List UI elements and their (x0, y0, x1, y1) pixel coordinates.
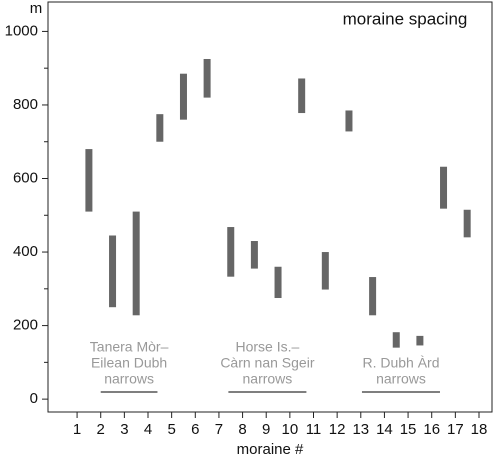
x-tick-label: 11 (306, 421, 322, 438)
plot-frame (47, 1, 493, 413)
range-bar (345, 110, 353, 132)
range-bar (179, 73, 187, 120)
x-tick-label: 16 (423, 421, 440, 438)
annotation-text: Eilean Dubh (91, 355, 167, 371)
annotation-text: Horse Is.– (235, 339, 299, 355)
y-tick-label: 600 (13, 169, 38, 186)
y-axis-label: m (30, 0, 43, 17)
y-tick-label: 200 (13, 317, 38, 334)
x-tick-label: 18 (471, 421, 488, 438)
x-tick-label: 14 (376, 421, 393, 438)
range-bar (85, 149, 93, 212)
x-tick-label: 12 (329, 421, 346, 438)
range-bar (369, 277, 377, 316)
y-tick-label: 0 (30, 390, 38, 407)
annotation-text: narrows (104, 371, 154, 387)
x-tick-label: 1 (73, 421, 81, 438)
x-tick-label: 3 (120, 421, 128, 438)
x-tick-label: 13 (352, 421, 369, 438)
x-tick-label: 8 (238, 421, 246, 438)
annotation-text: R. Dubh Àrd (362, 355, 439, 371)
x-tick-label: 9 (262, 421, 270, 438)
annotation-text: narrows (376, 371, 426, 387)
y-tick-label: 1000 (5, 22, 38, 39)
range-bar (416, 335, 424, 346)
range-bar (274, 266, 282, 299)
x-tick-label: 15 (400, 421, 417, 438)
y-tick-label: 400 (13, 243, 38, 260)
range-bar (250, 241, 258, 269)
range-bar (132, 211, 140, 316)
y-tick-label: 800 (13, 96, 38, 113)
x-tick-label: 6 (191, 421, 199, 438)
chart-title: moraine spacing (343, 9, 468, 28)
range-bar (227, 227, 235, 277)
x-tick-label: 5 (167, 421, 175, 438)
x-tick-label: 2 (97, 421, 105, 438)
x-tick-label: 17 (447, 421, 464, 438)
x-axis-label: moraine # (237, 441, 304, 458)
x-tick-label: 4 (144, 421, 152, 438)
range-bar (109, 235, 117, 308)
range-bar (203, 58, 211, 98)
annotation-text: Càrn nan Sgeir (220, 355, 315, 371)
range-bar (321, 252, 329, 290)
range-bar (463, 209, 471, 238)
x-tick-label: 7 (215, 421, 223, 438)
range-bar (392, 332, 400, 348)
range-bar (298, 78, 306, 114)
x-tick-label: 10 (282, 421, 299, 438)
range-bar (156, 114, 164, 142)
annotation-text: narrows (243, 371, 293, 387)
annotation-text: Tanera Mòr– (90, 339, 169, 355)
range-bar (440, 166, 448, 209)
